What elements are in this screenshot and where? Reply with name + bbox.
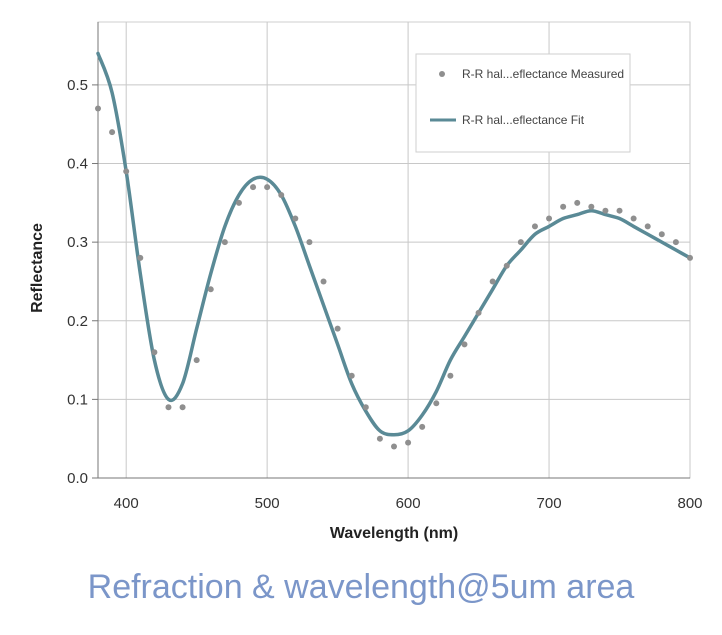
tick-labels: 400 500 600 700 800 0.0 0.1 0.2 0.3 0.4 0.5 xyxy=(67,77,702,512)
measured-point-39 xyxy=(644,223,651,230)
measured-point-20 xyxy=(376,435,383,442)
measured-point-38 xyxy=(630,215,637,222)
measured-point-25 xyxy=(447,372,454,379)
measured-point-4 xyxy=(151,349,158,356)
measured-point-9 xyxy=(221,239,228,246)
measured-point-26 xyxy=(461,341,468,348)
measured-point-32 xyxy=(546,215,553,222)
measured-point-19 xyxy=(362,404,369,411)
measured-point-5 xyxy=(165,404,172,411)
measured-point-40 xyxy=(658,231,665,238)
measured-point-11 xyxy=(250,184,257,191)
measured-point-10 xyxy=(235,199,242,206)
axes xyxy=(92,22,690,479)
x-tick-label-600: 600 xyxy=(396,495,421,512)
measured-point-42 xyxy=(687,254,693,261)
measured-point-31 xyxy=(531,223,538,230)
measured-point-2 xyxy=(123,168,130,175)
measured-point-12 xyxy=(264,184,271,191)
x-tick-label-400: 400 xyxy=(114,495,139,512)
y-tick-label-4: 0.4 xyxy=(67,156,88,173)
measured-point-21 xyxy=(391,443,397,450)
measured-point-36 xyxy=(602,207,609,214)
measured-point-3 xyxy=(137,254,144,261)
measured-point-16 xyxy=(320,278,327,285)
measured-point-35 xyxy=(588,203,595,210)
measured-point-15 xyxy=(306,239,313,246)
measured-point-0 xyxy=(95,105,101,112)
legend-fit-label: R-R hal...eflectance Fit xyxy=(462,113,585,127)
y-tick-label-1: 0.1 xyxy=(67,391,88,408)
caption: Refraction & wavelength@5um area xyxy=(87,568,635,606)
y-tick-label-3: 0.3 xyxy=(67,234,88,251)
measured-point-23 xyxy=(419,423,426,430)
measured-point-7 xyxy=(193,357,200,364)
reflectance-chart: 400 500 600 700 800 0.0 0.1 0.2 0.3 0.4 0.5 Wavele… xyxy=(29,21,703,542)
y-tick-label-5: 0.5 xyxy=(67,77,88,94)
y-axis-label: Reflectance xyxy=(29,223,46,313)
measured-point-37 xyxy=(616,207,623,214)
fit-series-line xyxy=(96,51,692,437)
legend: R-R hal...eflectance Measured R-R hal...… xyxy=(415,53,631,153)
measured-point-24 xyxy=(433,400,440,407)
measured-point-28 xyxy=(489,278,496,285)
series-layer xyxy=(95,51,693,450)
legend-box xyxy=(415,53,631,153)
x-tick-label-700: 700 xyxy=(537,495,562,512)
measured-point-30 xyxy=(517,239,524,246)
measured-point-8 xyxy=(207,286,214,293)
measured-point-6 xyxy=(179,404,186,411)
measured-point-34 xyxy=(574,199,581,206)
legend-measured-marker xyxy=(439,71,445,77)
measured-point-14 xyxy=(292,215,299,222)
measured-point-22 xyxy=(405,439,412,446)
measured-point-13 xyxy=(278,191,285,198)
measured-point-17 xyxy=(334,325,341,332)
y-tick-label-2: 0.2 xyxy=(67,313,88,330)
x-tick-label-500: 500 xyxy=(255,495,280,512)
legend-measured-label: R-R hal...eflectance Measured xyxy=(462,67,624,81)
y-tick-label-0: 0.0 xyxy=(67,470,88,487)
measured-point-41 xyxy=(672,239,679,246)
measured-point-1 xyxy=(109,129,116,136)
x-tick-label-800: 800 xyxy=(677,495,702,512)
measured-point-33 xyxy=(560,203,567,210)
measured-point-27 xyxy=(475,309,482,316)
x-axis-label: Wavelength (nm) xyxy=(330,525,458,542)
measured-point-18 xyxy=(348,372,355,379)
measured-point-29 xyxy=(503,262,510,269)
